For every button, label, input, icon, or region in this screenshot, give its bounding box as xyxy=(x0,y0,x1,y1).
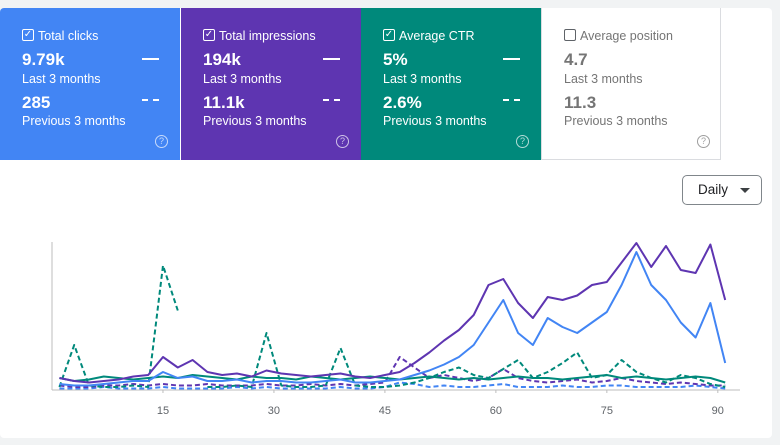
legend-solid xyxy=(323,58,340,60)
metric-label: Total clicks xyxy=(38,29,99,43)
help-icon[interactable]: ? xyxy=(155,135,168,148)
legend-dashed xyxy=(323,99,340,101)
checkbox[interactable]: ✓ xyxy=(203,29,215,41)
metric-label: Average position xyxy=(580,29,673,43)
chart: 15 30 45 60 75 90 xyxy=(51,242,740,417)
dropdown-arrow xyxy=(740,188,750,193)
previous-period: Previous 3 months xyxy=(564,114,668,128)
checkbox[interactable]: ✓ xyxy=(383,29,395,41)
current-line xyxy=(59,251,727,387)
metric-value: 5% xyxy=(383,50,408,69)
checkbox[interactable] xyxy=(564,29,576,41)
x-tick-label: 60 xyxy=(490,405,502,417)
previous-line xyxy=(58,264,726,388)
metric-card[interactable]: ✓ Total impressions 194k Last 3 months 1… xyxy=(181,8,361,160)
period: Last 3 months xyxy=(383,72,462,86)
metric-label: Average CTR xyxy=(399,29,475,43)
performance-panel: ✓ Total clicks 9.79k Last 3 months 285 P… xyxy=(0,8,772,438)
x-tick-label: 15 xyxy=(157,405,169,417)
current-line xyxy=(59,374,726,384)
x-tick-label: 90 xyxy=(712,405,724,417)
checkbox[interactable]: ✓ xyxy=(22,29,34,41)
metric-value: 4.7 xyxy=(564,50,588,69)
previous-value: 2.6% xyxy=(383,93,422,112)
metric-card[interactable]: ✓ Average CTR 5% Last 3 months 2.6% Prev… xyxy=(361,8,541,160)
help-icon[interactable]: ? xyxy=(516,135,529,148)
previous-value: 11.3 xyxy=(564,93,597,112)
current-line xyxy=(59,242,727,384)
previous-line xyxy=(59,356,726,388)
period: Last 3 months xyxy=(203,72,282,86)
previous-period: Previous 3 months xyxy=(203,114,307,128)
previous-period: Previous 3 months xyxy=(383,114,487,128)
previous-value: 285 xyxy=(22,93,51,112)
metric-label: Total impressions xyxy=(219,29,316,43)
dropdown-label: Daily xyxy=(698,182,729,197)
granularity-dropdown[interactable]: Daily xyxy=(682,175,762,205)
metric-card[interactable]: Average position 4.7 Last 3 months 11.3 … xyxy=(541,8,721,160)
legend-dashed xyxy=(142,99,159,101)
metric-card[interactable]: ✓ Total clicks 9.79k Last 3 months 285 P… xyxy=(0,8,180,160)
legend-solid xyxy=(503,58,520,60)
legend-solid xyxy=(142,58,159,60)
metric-value: 194k xyxy=(203,50,241,69)
previous-value: 11.1k xyxy=(203,93,245,112)
x-tick-label: 45 xyxy=(379,405,391,417)
x-tick-label: 30 xyxy=(268,405,280,417)
legend-dashed xyxy=(503,99,520,101)
x-tick-label: 75 xyxy=(601,405,613,417)
period: Last 3 months xyxy=(564,72,643,86)
period: Last 3 months xyxy=(22,72,101,86)
help-icon[interactable]: ? xyxy=(336,135,349,148)
metric-value: 9.79k xyxy=(22,50,65,69)
previous-period: Previous 3 months xyxy=(22,114,126,128)
help-icon[interactable]: ? xyxy=(697,135,710,148)
